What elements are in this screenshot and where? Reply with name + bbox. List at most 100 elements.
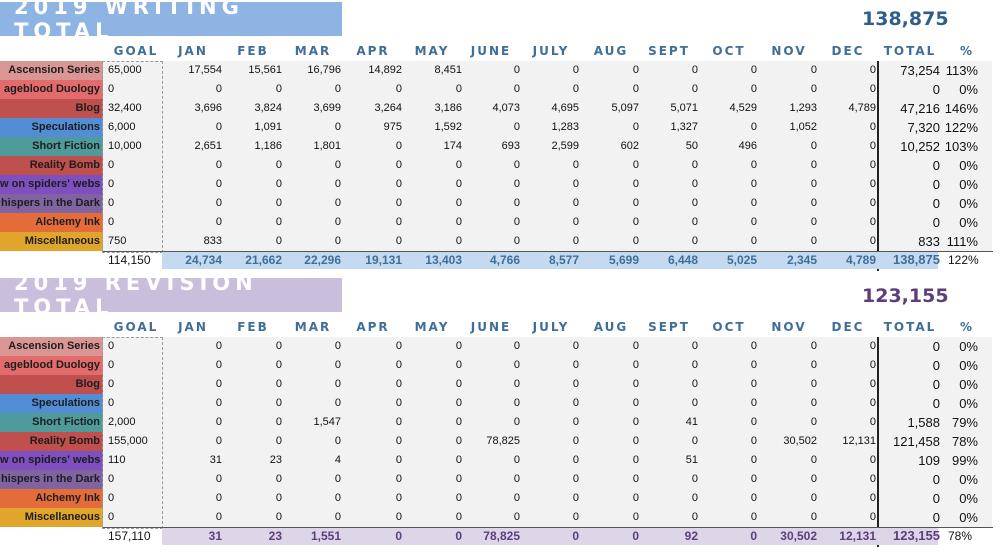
month-cell[interactable]: 4 [334,454,341,466]
month-cell[interactable]: 0 [632,492,639,504]
month-cell[interactable]: 0 [869,140,876,152]
month-cell[interactable]: 0 [455,340,462,352]
month-cell[interactable]: 0 [455,359,462,371]
month-cell[interactable]: 2,599 [551,140,579,152]
month-cell[interactable]: 0 [691,378,698,390]
month-cell[interactable]: 0 [869,359,876,371]
month-cell[interactable]: 51 [685,454,698,466]
row-label[interactable]: ageblood Duology [0,356,103,375]
month-cell[interactable]: 0 [572,235,579,247]
month-cell[interactable]: 0 [691,235,698,247]
month-cell[interactable]: 0 [572,511,579,523]
goal-cell[interactable]: 65,000 [108,64,142,76]
goal-cell[interactable]: 0 [108,83,115,95]
month-cell[interactable]: 0 [513,121,520,133]
month-cell[interactable]: 0 [395,492,402,504]
month-cell[interactable]: 0 [395,216,402,228]
month-cell[interactable]: 0 [632,83,639,95]
month-cell[interactable]: 0 [572,397,579,409]
month-cell[interactable]: 0 [810,340,817,352]
month-cell[interactable]: 0 [513,378,520,390]
month-cell[interactable]: 41 [685,416,698,428]
month-cell[interactable]: 0 [869,235,876,247]
month-cell[interactable]: 0 [513,83,520,95]
month-cell[interactable]: 0 [869,340,876,352]
month-cell[interactable]: 0 [395,473,402,485]
month-cell[interactable]: 0 [334,83,341,95]
goal-cell[interactable]: 0 [108,340,115,352]
month-cell[interactable]: 30,502 [783,435,817,447]
month-cell[interactable]: 0 [395,397,402,409]
month-cell[interactable]: 3,699 [313,102,341,114]
month-cell[interactable]: 0 [513,454,520,466]
month-cell[interactable]: 3,696 [194,102,222,114]
goal-cell[interactable]: 0 [108,359,115,371]
month-cell[interactable]: 0 [810,197,817,209]
month-cell[interactable]: 0 [869,378,876,390]
month-cell[interactable]: 602 [620,140,639,152]
month-cell[interactable]: 0 [334,159,341,171]
month-cell[interactable]: 0 [275,197,282,209]
month-cell[interactable]: 4,789 [848,102,876,114]
month-cell[interactable]: 1,327 [670,121,698,133]
goal-cell[interactable]: 0 [108,159,115,171]
month-cell[interactable]: 0 [750,492,757,504]
month-cell[interactable]: 975 [383,121,402,133]
month-cell[interactable]: 1,801 [313,140,341,152]
month-cell[interactable]: 0 [810,359,817,371]
goal-cell[interactable]: 10,000 [108,140,142,152]
month-cell[interactable]: 0 [810,216,817,228]
goal-cell[interactable]: 0 [108,511,115,523]
month-cell[interactable]: 0 [632,435,639,447]
row-label[interactable]: w on spiders' webs [0,451,103,470]
row-label[interactable]: Reality Bomb [0,432,103,451]
month-cell[interactable]: 0 [691,83,698,95]
month-cell[interactable]: 0 [750,178,757,190]
goal-cell[interactable]: 0 [108,216,115,228]
month-cell[interactable]: 0 [395,197,402,209]
month-cell[interactable]: 1,283 [551,121,579,133]
row-label[interactable]: ageblood Duology [0,80,103,99]
month-cell[interactable]: 0 [334,378,341,390]
month-cell[interactable]: 0 [395,340,402,352]
month-cell[interactable]: 0 [395,83,402,95]
month-cell[interactable]: 0 [810,378,817,390]
goal-cell[interactable]: 0 [108,492,115,504]
month-cell[interactable]: 0 [691,216,698,228]
month-cell[interactable]: 0 [513,235,520,247]
month-cell[interactable]: 0 [810,178,817,190]
month-cell[interactable]: 0 [215,378,222,390]
month-cell[interactable]: 0 [810,473,817,485]
month-cell[interactable]: 0 [632,64,639,76]
row-label[interactable]: Blog [0,375,103,394]
month-cell[interactable]: 0 [455,454,462,466]
month-cell[interactable]: 0 [455,416,462,428]
month-cell[interactable]: 2,651 [194,140,222,152]
month-cell[interactable]: 31 [209,454,222,466]
month-cell[interactable]: 0 [869,511,876,523]
month-cell[interactable]: 1,186 [254,140,282,152]
goal-cell[interactable]: 750 [108,235,127,247]
month-cell[interactable]: 0 [395,454,402,466]
month-cell[interactable]: 0 [750,378,757,390]
row-label[interactable]: Speculations [0,394,103,413]
month-cell[interactable]: 496 [738,140,757,152]
month-cell[interactable]: 0 [455,235,462,247]
month-cell[interactable]: 0 [275,378,282,390]
row-label[interactable]: Short Fiction [0,137,103,156]
month-cell[interactable]: 0 [275,397,282,409]
month-cell[interactable]: 0 [572,359,579,371]
month-cell[interactable]: 0 [215,473,222,485]
goal-cell[interactable]: 155,000 [108,435,148,447]
month-cell[interactable]: 0 [810,416,817,428]
month-cell[interactable]: 0 [334,511,341,523]
month-cell[interactable]: 0 [810,397,817,409]
month-cell[interactable]: 693 [501,140,520,152]
month-cell[interactable]: 0 [869,473,876,485]
month-cell[interactable]: 0 [869,178,876,190]
month-cell[interactable]: 0 [810,64,817,76]
month-cell[interactable]: 0 [275,435,282,447]
month-cell[interactable]: 0 [750,359,757,371]
month-cell[interactable]: 0 [572,416,579,428]
month-cell[interactable]: 0 [215,511,222,523]
